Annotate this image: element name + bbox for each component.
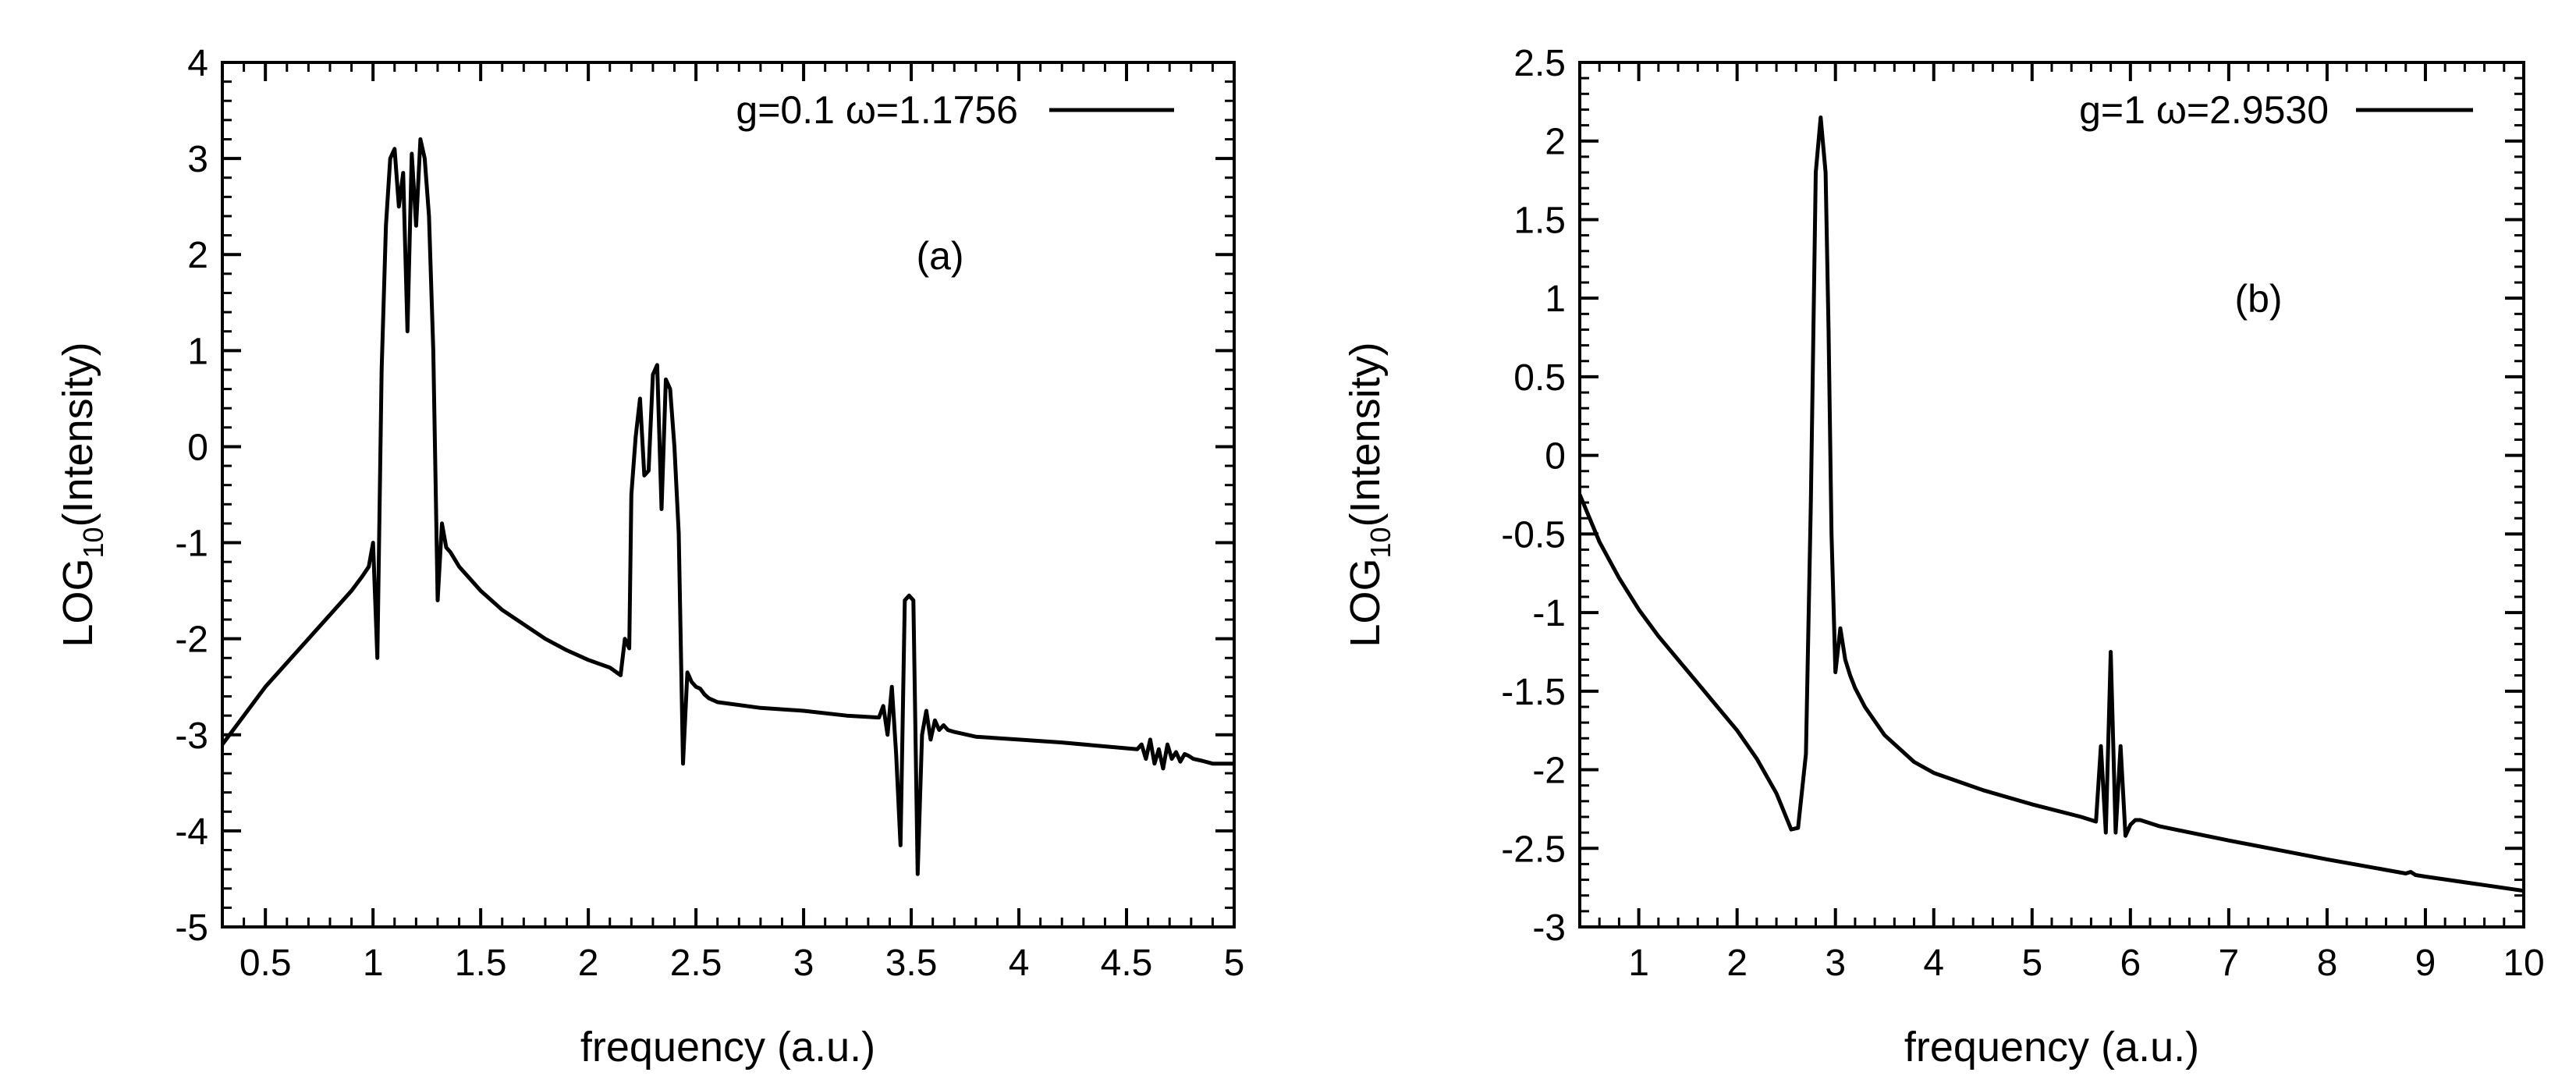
plot-frame-b [1578, 61, 2525, 928]
x-tick-label: 1 [363, 943, 384, 984]
x-tick-label: 5 [1224, 943, 1245, 984]
x-tick-label: 9 [2415, 943, 2436, 984]
legend-label-b: g=1 ω=2.9530 [2079, 88, 2329, 132]
x-tick-label: 3 [1825, 943, 1846, 984]
x-tick-label: 8 [2317, 943, 2338, 984]
y-tick-label: -1 [175, 524, 208, 565]
y-tick-label: -2 [175, 620, 208, 661]
y-tick-label: -4 [175, 811, 208, 853]
y-tick-label: 2 [1545, 122, 1566, 163]
y-tick-label: -1 [1532, 593, 1566, 634]
x-tick-label: 1 [1628, 943, 1649, 984]
x-tick-label: 4 [1923, 943, 1944, 984]
y-tick-label: 0 [1545, 436, 1566, 478]
y-tick-label: -3 [175, 715, 208, 757]
legend-b: g=1 ω=2.9530 [2079, 88, 2473, 132]
x-tick-label: 6 [2120, 943, 2141, 984]
y-tick-label: 1 [187, 331, 208, 372]
x-tick-label: 7 [2219, 943, 2240, 984]
y-tick-label: -0.5 [1501, 514, 1566, 556]
y-axis-title-a: LOG10(Intensity) [55, 342, 109, 647]
x-tick-label: 2 [578, 943, 599, 984]
y-tick-label: -2 [1532, 751, 1566, 792]
y-tick-label: -1.5 [1501, 672, 1566, 713]
annotation-b: (b) [2234, 277, 2282, 321]
y-tick-label: 2 [187, 235, 208, 276]
y-tick-label: -3 [1532, 907, 1566, 949]
y-tick-label: -5 [175, 907, 208, 949]
legend-label-a: g=0.1 ω=1.1756 [736, 88, 1018, 132]
x-tick-label: 3 [793, 943, 814, 984]
y-tick-label: -2.5 [1501, 829, 1566, 870]
annotation-a: (a) [916, 234, 963, 278]
tick-marks-a [221, 61, 1236, 928]
x-tick-label: 10 [2503, 943, 2544, 984]
x-tick-label: 0.5 [240, 943, 292, 984]
x-tick-label: 1.5 [455, 943, 507, 984]
series-line-b [1577, 115, 2525, 893]
y-tick-label: 2.5 [1513, 43, 1566, 84]
y-tick-label: 3 [187, 139, 208, 180]
y-tick-labels-a: -5 -4 -3 -2 -1 0 1 2 3 4 [175, 43, 208, 949]
tick-marks-b [1578, 61, 2525, 928]
chart-panel-b: 1 2 3 4 5 6 7 8 9 10 -3 -2.5 -2 -1.5 -1 -0.5 0 0.5 1 1.5 2 2… [1342, 43, 2545, 1070]
x-axis-title-b: frequency (a.u.) [1904, 1024, 2199, 1070]
x-tick-label: 2 [1726, 943, 1747, 984]
y-tick-label: 1 [1545, 279, 1566, 320]
series-line-a [220, 137, 1234, 876]
plot-frame-a [221, 61, 1236, 928]
chart-panel-a: 0.5 1 1.5 2 2.5 3 3.5 4 4.5 5 -5 -4 -3 -2 -1 0 1 2 3 4 fre… [55, 43, 1244, 1070]
y-tick-label: 4 [187, 43, 208, 84]
legend-a: g=0.1 ω=1.1756 [736, 88, 1174, 132]
x-tick-labels-a: 0.5 1 1.5 2 2.5 3 3.5 4 4.5 5 [240, 943, 1245, 984]
y-tick-label: 0 [187, 427, 208, 468]
y-axis-title-b: LOG10(Intensity) [1342, 342, 1396, 647]
x-tick-label: 2.5 [670, 943, 722, 984]
x-tick-label: 4 [1009, 943, 1030, 984]
y-tick-label: 1.5 [1513, 200, 1566, 241]
y-tick-labels-b: -3 -2.5 -2 -1.5 -1 -0.5 0 0.5 1 1.5 2 2.5 [1501, 43, 1566, 949]
x-tick-label: 3.5 [885, 943, 938, 984]
y-tick-label: 0.5 [1513, 357, 1566, 399]
x-tick-label: 5 [2021, 943, 2042, 984]
x-axis-title-a: frequency (a.u.) [580, 1024, 875, 1070]
x-tick-label: 4.5 [1101, 943, 1153, 984]
x-tick-labels-b: 1 2 3 4 5 6 7 8 9 10 [1628, 943, 2544, 984]
